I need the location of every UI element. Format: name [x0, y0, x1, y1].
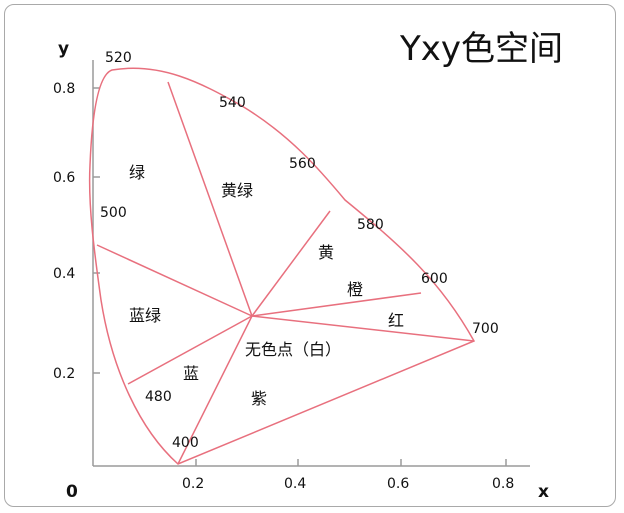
y-tick-label: 0.8	[53, 81, 75, 97]
origin-label: 0	[66, 482, 78, 502]
boundary-495	[96, 244, 253, 317]
wavelength-label-560: 560	[289, 156, 316, 172]
region-label-purple: 紫	[251, 389, 267, 408]
region-label-yellow: 黄	[318, 243, 334, 262]
x-tick-label: 0.2	[182, 476, 204, 492]
boundary-700	[251, 315, 475, 342]
region-label-yellow-green: 黄绿	[221, 181, 253, 200]
region-label-blue: 蓝	[183, 364, 199, 383]
boundary-540	[167, 81, 253, 317]
wavelength-label-480: 480	[145, 389, 172, 405]
x-axis-label: x	[538, 482, 549, 502]
wavelength-label-520: 520	[105, 50, 132, 66]
boundary-575	[251, 210, 331, 317]
wavelength-label-540: 540	[219, 95, 246, 111]
y-axis-label: y	[58, 39, 69, 59]
region-label-blue-green: 蓝绿	[129, 306, 161, 325]
boundary-600	[251, 292, 422, 317]
region-boundaries	[96, 81, 475, 465]
diagram-frame	[4, 4, 616, 507]
wavelength-label-600: 600	[421, 271, 448, 287]
white-point-label: 无色点（白）	[245, 340, 341, 359]
y-tick-label: 0.6	[53, 170, 75, 186]
y-tick-label: 0.4	[53, 266, 75, 282]
wavelength-label-700: 700	[472, 321, 499, 337]
x-tick-label: 0.8	[492, 476, 514, 492]
region-label-red: 红	[388, 311, 404, 330]
wavelength-label-400: 400	[172, 435, 199, 451]
region-label-green: 绿	[129, 163, 145, 182]
wavelength-label-500: 500	[100, 205, 127, 221]
y-tick-label: 0.2	[53, 366, 75, 382]
x-tick-label: 0.6	[387, 476, 409, 492]
diagram-title: Yxy色空间	[399, 29, 563, 69]
region-label-orange: 橙	[347, 280, 363, 299]
boundary-400	[177, 315, 253, 465]
x-tick-label: 0.4	[284, 476, 306, 492]
wavelength-label-580: 580	[357, 217, 384, 233]
spectral-locus	[88, 67, 476, 465]
boundary-480	[127, 315, 253, 385]
